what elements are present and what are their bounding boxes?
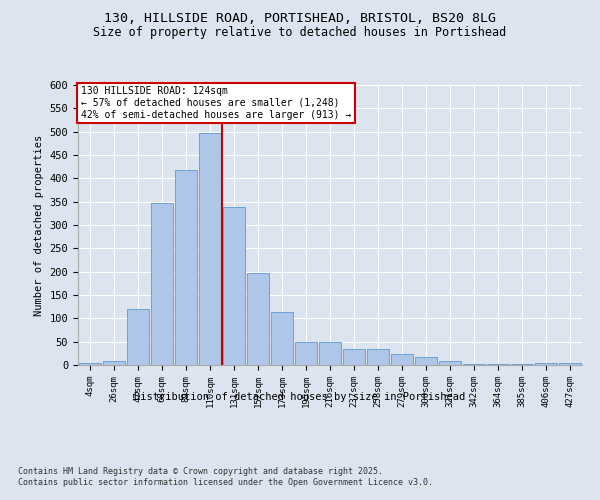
Bar <box>247 273 269 365</box>
Bar <box>295 342 317 365</box>
Text: Distribution of detached houses by size in Portishead: Distribution of detached houses by size … <box>134 392 466 402</box>
Bar <box>415 357 437 365</box>
Bar <box>223 208 245 365</box>
Bar <box>151 202 173 365</box>
Text: Size of property relative to detached houses in Portishead: Size of property relative to detached ho… <box>94 26 506 39</box>
Bar <box>535 362 557 365</box>
Text: Contains HM Land Registry data © Crown copyright and database right 2025.
Contai: Contains HM Land Registry data © Crown c… <box>18 468 433 487</box>
Bar <box>391 354 413 365</box>
Bar <box>367 348 389 365</box>
Bar <box>175 170 197 365</box>
Bar <box>127 309 149 365</box>
Bar <box>103 362 125 365</box>
Bar <box>319 342 341 365</box>
Bar <box>199 133 221 365</box>
Bar <box>511 364 533 365</box>
Bar <box>463 364 485 365</box>
Bar <box>487 364 509 365</box>
Bar <box>559 362 581 365</box>
Text: 130, HILLSIDE ROAD, PORTISHEAD, BRISTOL, BS20 8LG: 130, HILLSIDE ROAD, PORTISHEAD, BRISTOL,… <box>104 12 496 26</box>
Y-axis label: Number of detached properties: Number of detached properties <box>34 134 44 316</box>
Text: 130 HILLSIDE ROAD: 124sqm
← 57% of detached houses are smaller (1,248)
42% of se: 130 HILLSIDE ROAD: 124sqm ← 57% of detac… <box>80 86 351 120</box>
Bar <box>271 312 293 365</box>
Bar <box>439 361 461 365</box>
Bar <box>79 362 101 365</box>
Bar <box>343 348 365 365</box>
